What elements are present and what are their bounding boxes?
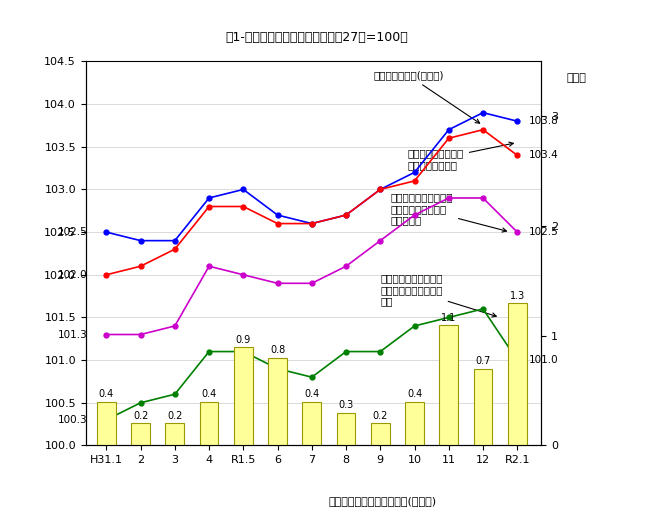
Bar: [371, 423, 389, 445]
Text: 102.0: 102.0: [58, 270, 88, 280]
Text: 0.9: 0.9: [236, 334, 251, 345]
Text: 0.2: 0.2: [167, 411, 183, 421]
Text: 0.8: 0.8: [270, 346, 285, 355]
Text: 【紫】生鮮食品及びエ
ネルギーを除く総合
（左目盛）: 【紫】生鮮食品及びエ ネルギーを除く総合 （左目盛）: [391, 193, 506, 232]
Text: 0.4: 0.4: [407, 389, 422, 399]
Text: 図1-消費者物価指数の推移（平成27年=100）: 図1-消費者物価指数の推移（平成27年=100）: [226, 31, 408, 44]
Text: 101.3: 101.3: [58, 330, 88, 339]
Bar: [199, 401, 218, 445]
Bar: [268, 358, 287, 445]
Bar: [440, 325, 458, 445]
Text: 102.5: 102.5: [58, 227, 88, 237]
Bar: [508, 303, 527, 445]
Text: 0.3: 0.3: [339, 400, 354, 410]
Bar: [337, 413, 356, 445]
Bar: [474, 369, 492, 445]
Text: 101.0: 101.0: [529, 355, 559, 365]
Bar: [166, 423, 184, 445]
Text: 1.3: 1.3: [510, 291, 525, 301]
Text: 【青】総合指数(左目盛): 【青】総合指数(左目盛): [374, 71, 480, 123]
Bar: [97, 401, 116, 445]
Bar: [405, 401, 424, 445]
Text: 【赤】生鮮食品を除
く総合（左目盛）: 【赤】生鮮食品を除 く総合（左目盛）: [408, 142, 513, 170]
Text: 103.4: 103.4: [529, 151, 559, 160]
Text: 100.3: 100.3: [58, 415, 88, 425]
Text: 0.2: 0.2: [373, 411, 388, 421]
Text: 0.2: 0.2: [133, 411, 148, 421]
Text: 0.4: 0.4: [99, 389, 114, 399]
Text: 103.8: 103.8: [529, 116, 559, 126]
Text: （％）: （％）: [566, 73, 586, 83]
Text: 0.4: 0.4: [201, 389, 216, 399]
Text: 102.5: 102.5: [529, 227, 559, 237]
Bar: [302, 401, 321, 445]
Text: 0.4: 0.4: [304, 389, 319, 399]
Bar: [131, 423, 150, 445]
Text: 0.7: 0.7: [475, 356, 490, 367]
Text: 【緑】食料及びエネル
ギーを除く総合（左目
盛）: 【緑】食料及びエネル ギーを除く総合（左目 盛）: [380, 273, 496, 317]
Text: 総合指数対前年同月上昇率(右目盛): 総合指数対前年同月上昇率(右目盛): [329, 496, 437, 506]
Text: 1.1: 1.1: [441, 312, 456, 323]
Bar: [234, 347, 253, 445]
